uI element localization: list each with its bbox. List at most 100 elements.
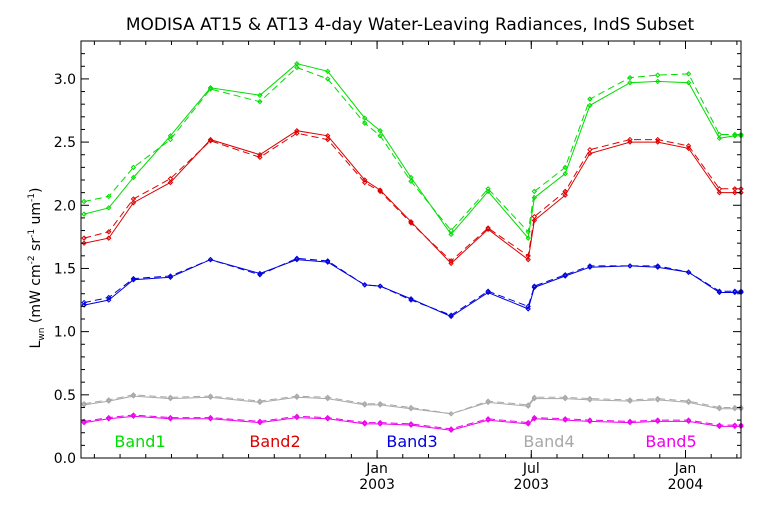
data-point-band3-dashed: [485, 288, 491, 294]
data-point-band4-dashed: [738, 404, 744, 411]
data-point-band5-dashed: [325, 414, 331, 421]
data-point-band3: [732, 289, 738, 296]
data-point-band3-dashed: [685, 269, 692, 275]
data-point-band2: [531, 217, 538, 224]
data-point-band4-dashed: [377, 400, 383, 407]
data-point-band3-dashed: [106, 294, 112, 301]
y-tick-label: 2.5: [54, 135, 76, 151]
data-point-band2-dashed: [106, 229, 112, 235]
data-point-band3-dashed: [716, 288, 723, 294]
data-point-band5: [685, 418, 692, 425]
data-point-band2-dashed: [562, 188, 568, 195]
data-point-band1-dashed: [448, 227, 454, 234]
data-point-band4-dashed: [207, 393, 214, 399]
data-point-band5: [738, 423, 744, 430]
data-point-band1-dashed: [485, 186, 491, 192]
data-point-band5: [525, 421, 531, 427]
data-point-band4: [294, 394, 300, 401]
data-point-band1-dashed: [106, 193, 112, 200]
series-line-dashed-band1: [83, 66, 741, 233]
data-point-band5: [81, 419, 87, 426]
data-point-band4-dashed: [655, 395, 661, 402]
data-point-band1: [362, 115, 368, 121]
data-point-band1: [325, 68, 331, 75]
data-point-band4: [531, 395, 538, 402]
data-point-band4-dashed: [525, 402, 531, 408]
data-point-band5-dashed: [130, 412, 137, 418]
data-point-band3: [531, 284, 538, 291]
data-point-band3: [408, 296, 414, 302]
data-point-band4: [716, 406, 723, 412]
y-tick-label: 1.0: [54, 325, 76, 341]
legend-entry-band1: Band1: [114, 432, 165, 451]
data-point-band3-dashed: [81, 299, 87, 306]
data-point-band2: [325, 133, 331, 139]
data-point-band4-dashed: [130, 392, 137, 398]
data-point-band2-dashed: [716, 186, 723, 192]
ylabel-exp2: -1: [27, 229, 37, 238]
data-point-band2: [738, 189, 744, 196]
data-point-band1: [294, 61, 300, 67]
data-point-band2: [167, 179, 174, 186]
ylabel-close: ): [28, 188, 44, 193]
data-point-band1-dashed: [685, 71, 692, 77]
data-point-band3: [587, 264, 593, 270]
x-tick-label-year: 2003: [513, 477, 549, 493]
data-point-band4-dashed: [587, 395, 593, 402]
data-point-band1-dashed: [525, 229, 531, 235]
data-point-band2-dashed: [257, 154, 263, 160]
data-point-band3: [257, 270, 263, 277]
legend-entry-band3: Band3: [386, 432, 437, 451]
data-point-band4: [655, 397, 661, 403]
data-point-band5-dashed: [685, 417, 692, 423]
data-point-band1-dashed: [627, 74, 633, 81]
series-line-dashed-band4: [84, 394, 741, 415]
data-point-band5: [257, 419, 263, 426]
data-point-band3-dashed: [627, 263, 633, 269]
data-point-band4-dashed: [167, 394, 174, 401]
ylabel-sub: wn: [37, 328, 47, 341]
y-tick-label: 0.0: [54, 451, 76, 467]
data-point-band4-dashed: [562, 394, 568, 401]
svg-text:Lwn (mW cm-2 sr-1 um-1): Lwn (mW cm-2 sr-1 um-1): [27, 188, 47, 349]
chart-title: MODISA AT15 & AT13 4-day Water-Leaving R…: [126, 15, 695, 35]
data-point-band2-dashed: [531, 213, 538, 220]
data-point-band2-dashed: [655, 136, 661, 143]
data-point-band1: [655, 78, 661, 85]
data-point-band4: [207, 394, 214, 401]
series-line-band3: [83, 259, 741, 318]
data-point-band4-dashed: [627, 397, 633, 403]
data-point-band3-dashed: [732, 288, 738, 294]
data-point-band2: [81, 240, 87, 246]
data-point-band4: [106, 398, 112, 404]
data-point-band5-dashed: [257, 418, 263, 425]
data-point-band5: [294, 414, 300, 421]
data-point-band4: [732, 406, 738, 412]
data-point-band5: [408, 422, 414, 428]
data-point-band2-dashed: [525, 253, 531, 259]
data-point-band2-dashed: [362, 179, 368, 186]
legend-entry-band5: Band5: [645, 432, 696, 451]
data-point-band4-dashed: [294, 393, 300, 399]
data-point-band4: [130, 393, 137, 399]
data-point-band4: [325, 395, 331, 402]
data-point-band3-dashed: [377, 283, 383, 289]
x-tick-label-month: Jan: [674, 461, 697, 477]
data-point-band5-dashed: [377, 419, 383, 426]
series-line-band5: [84, 415, 741, 431]
data-point-band2-dashed: [738, 186, 744, 192]
data-point-band3: [130, 277, 137, 283]
plot-area: [81, 61, 744, 433]
y-axis-label: Lwn (mW cm-2 sr-1 um-1): [27, 188, 47, 349]
ylabel-mid: sr: [28, 238, 44, 256]
plot-frame: [80, 40, 742, 459]
data-point-band1-dashed: [531, 188, 538, 195]
data-point-band4-dashed: [685, 398, 692, 404]
data-point-band3-dashed: [448, 312, 454, 318]
data-point-band2: [106, 235, 112, 241]
data-point-band4: [408, 406, 414, 412]
data-point-band5: [587, 418, 593, 425]
data-point-band1: [377, 128, 383, 134]
data-point-band5-dashed: [207, 414, 214, 421]
data-point-band2-dashed: [167, 176, 174, 182]
